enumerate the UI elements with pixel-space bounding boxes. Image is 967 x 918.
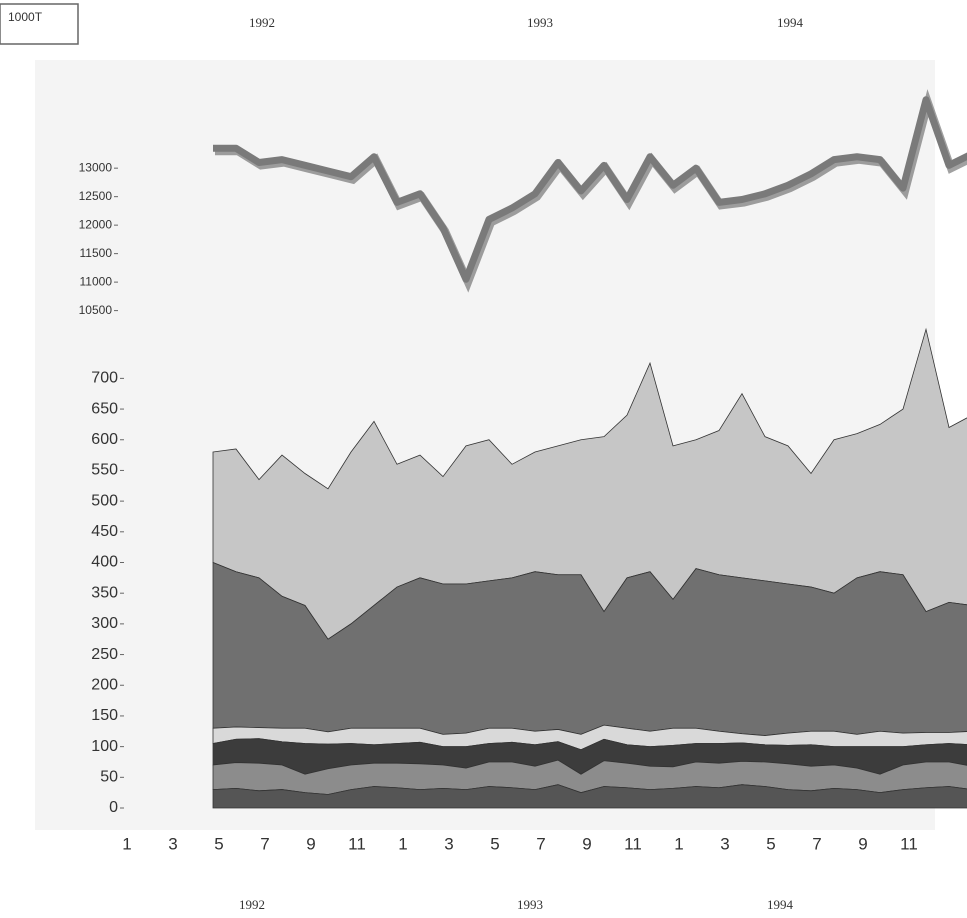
y-tick-label: 600 [91, 431, 118, 448]
y-tick-label: 12000 [79, 217, 113, 231]
y-tick-label: 550 [91, 462, 118, 479]
year-label: 1993 [517, 897, 543, 912]
area [212, 784, 967, 809]
x-tick-label: 7 [812, 834, 821, 853]
x-tick-label: 3 [720, 834, 729, 853]
y-tick-label: 13000 [79, 160, 113, 174]
y-tick-label: 350 [91, 584, 118, 601]
year-label: 1994 [777, 15, 804, 30]
x-tick-label: 5 [490, 834, 499, 853]
y-tick-label: 200 [91, 676, 118, 693]
y-tick-label: 100 [91, 738, 118, 755]
y-tick-label: 250 [91, 646, 118, 663]
y-tick-label: 10500 [79, 303, 113, 317]
x-tick-label: 11 [348, 834, 366, 853]
y-tick-label: 300 [91, 615, 118, 632]
x-tick-label: 9 [306, 834, 315, 853]
y-tick-label: 50 [100, 769, 118, 786]
y-tick-label: 700 [91, 370, 118, 387]
y-tick-label: 11500 [80, 246, 113, 260]
x-tick-label: 1 [122, 834, 131, 853]
unit-box [0, 3, 79, 45]
x-tick-label: 7 [260, 834, 269, 853]
x-tick-label: 1 [674, 834, 683, 853]
y-tick-label: 450 [91, 523, 118, 540]
y-tick-label: 400 [91, 554, 118, 571]
y-tick-label: 150 [91, 707, 118, 724]
year-label: 1993 [527, 15, 553, 30]
x-tick-label: 11 [624, 834, 642, 853]
y-tick-label: 500 [91, 492, 118, 509]
year-label: 1992 [249, 15, 275, 30]
x-tick-label: 3 [444, 834, 453, 853]
year-label: 1994 [767, 897, 794, 912]
y-tick-label: 650 [91, 400, 118, 417]
x-tick-label: 1 [398, 834, 407, 853]
x-tick-label: 5 [214, 834, 223, 853]
x-tick-label: 11 [900, 834, 918, 853]
y-tick-label: 12500 [79, 189, 113, 203]
y-tick-label: 11000 [80, 274, 113, 288]
y-tick-label: 0 [109, 799, 118, 816]
x-tick-label: 9 [858, 834, 867, 853]
line [213, 96, 967, 283]
x-tick-label: 7 [536, 834, 545, 853]
unit-label: 1000T [8, 10, 43, 24]
x-tick-label: 5 [766, 834, 775, 853]
x-tick-label: 3 [168, 834, 177, 853]
x-tick-label: 9 [582, 834, 591, 853]
year-label: 1992 [239, 897, 265, 912]
